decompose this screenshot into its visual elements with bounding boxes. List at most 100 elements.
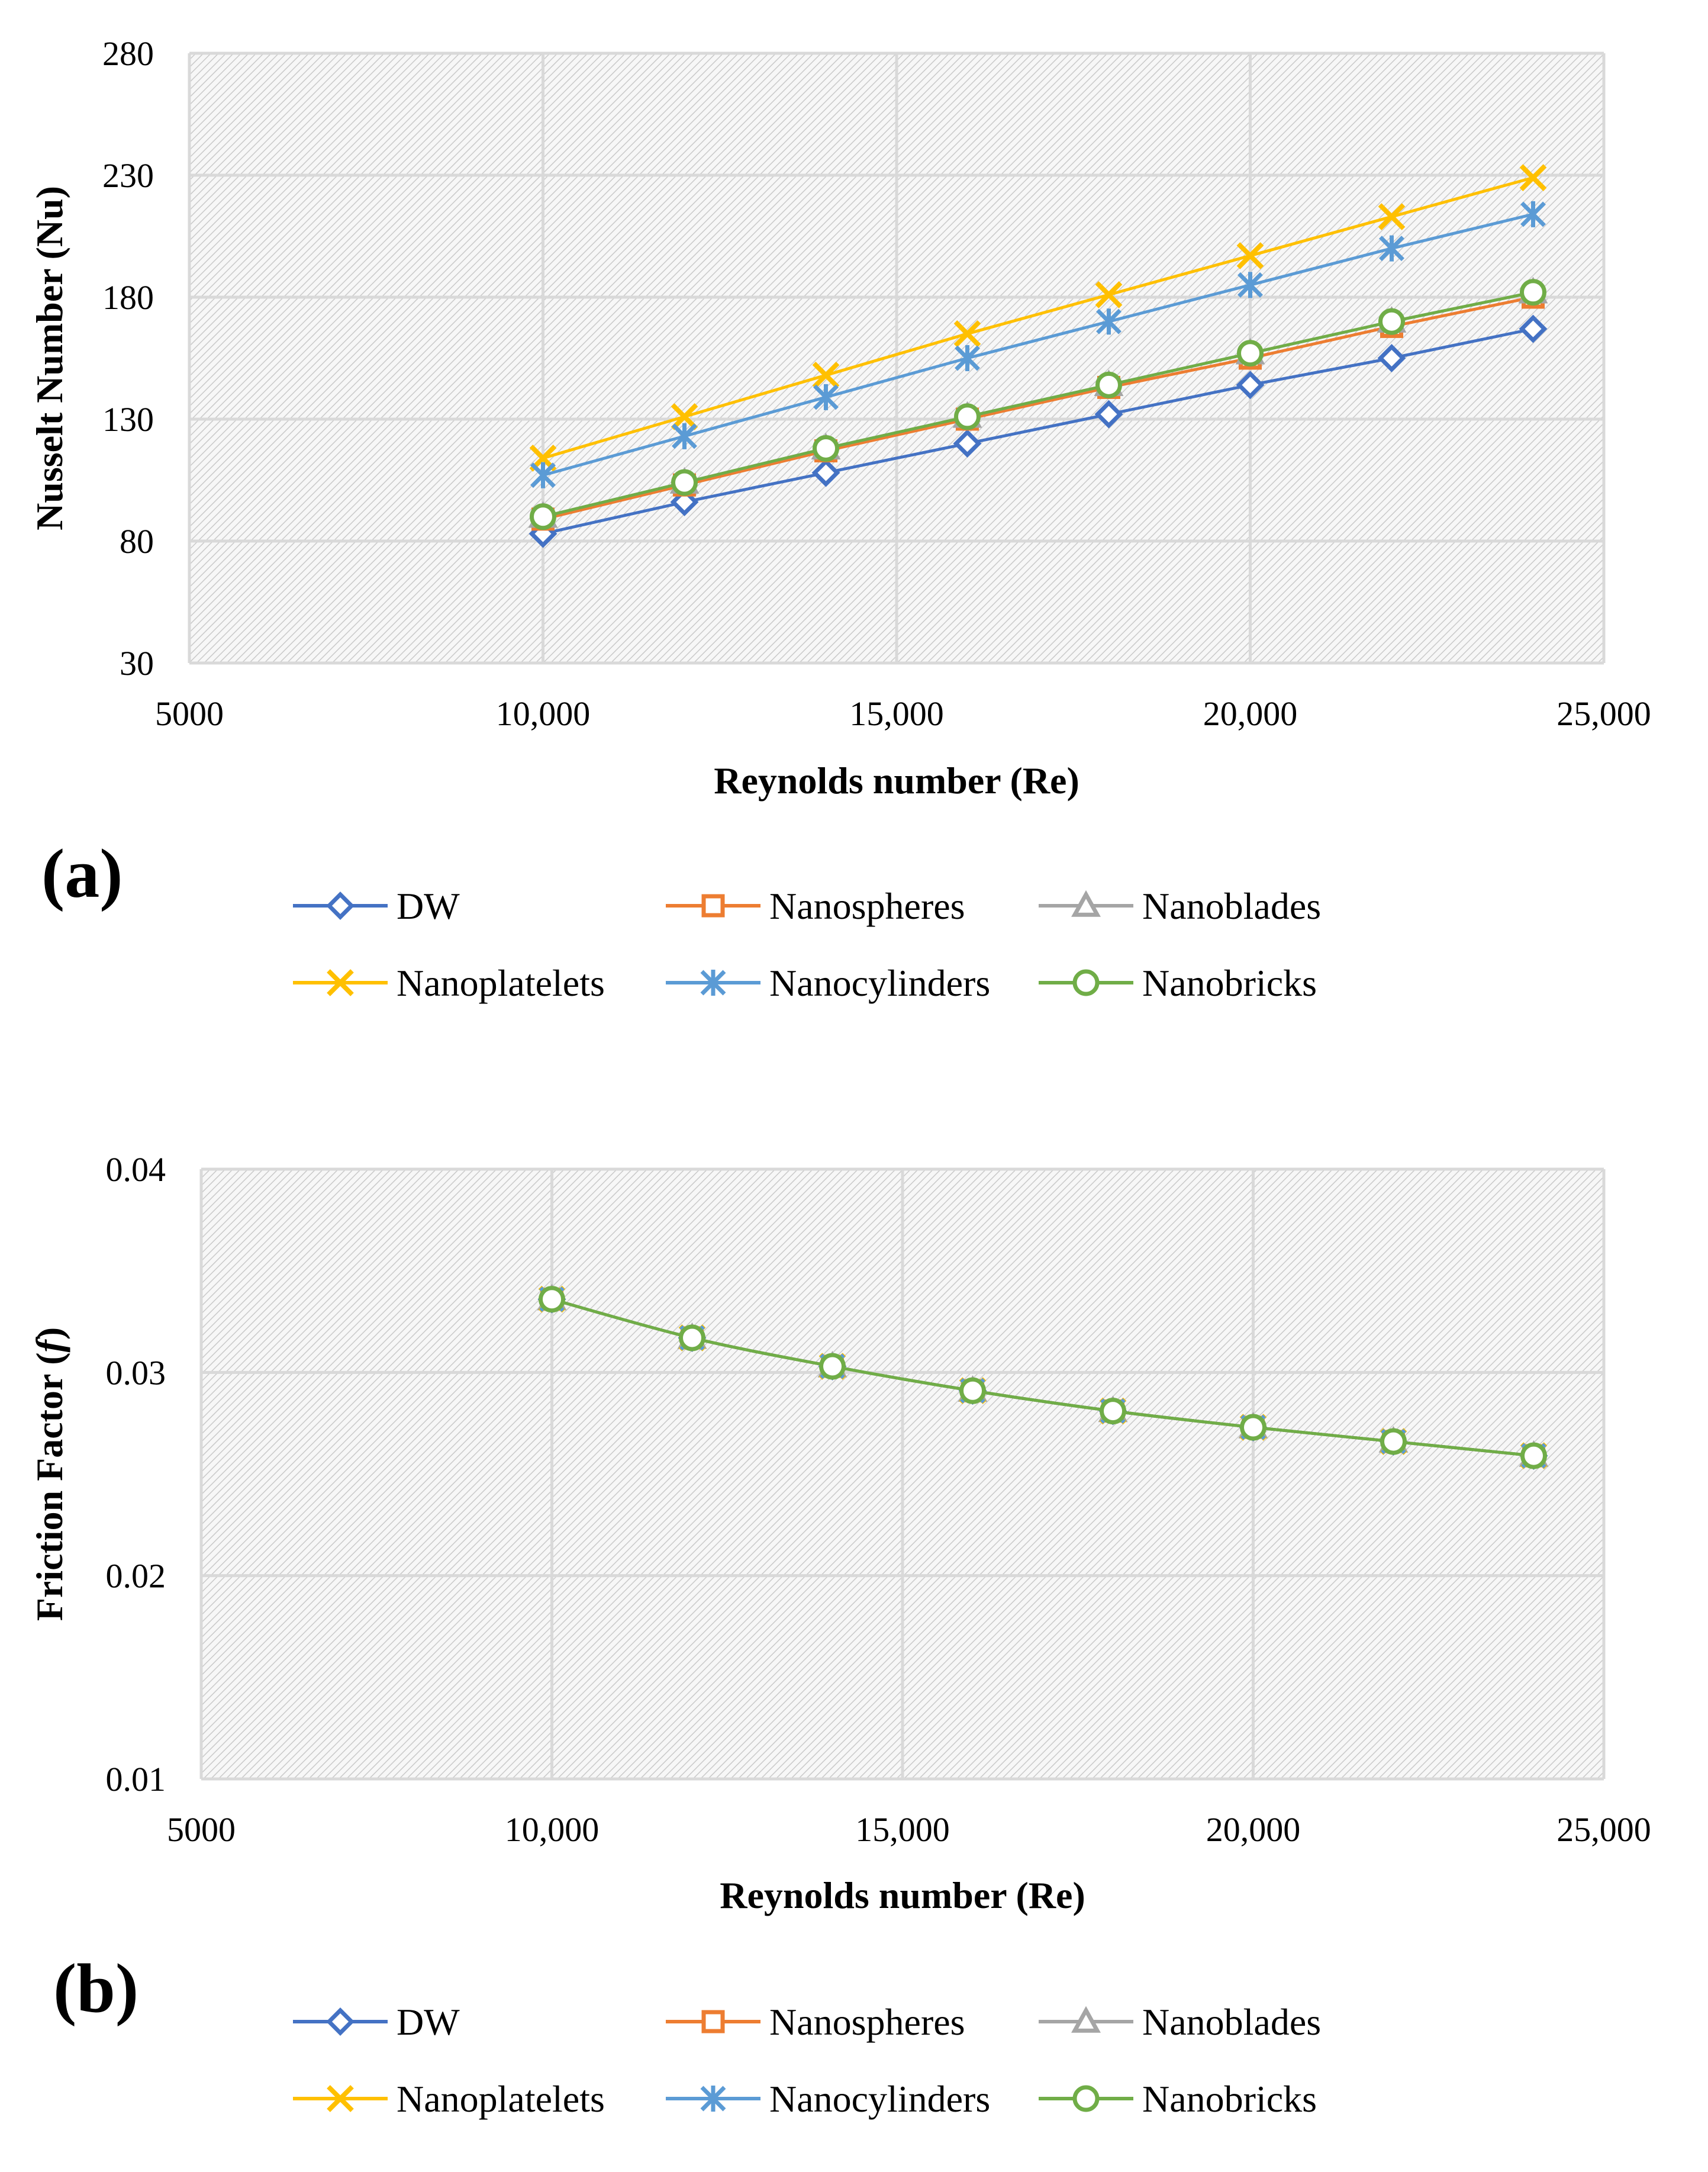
y-axis-title-a: Nusselt Number (Nu) [28,186,70,530]
panel-label-b: (b) [53,1949,138,2027]
y-axis-title-b-close: ) [28,1327,70,1340]
legend-marker-nanospheres [701,2010,725,2033]
y-ticks-b: 0.01 0.02 0.03 0.04 [106,1150,166,1798]
point-dw [1094,400,1123,429]
x-ticks-b: 5000 10,000 15,000 20,000 25,000 [167,1810,1651,1849]
y-tick-label: 280 [102,34,154,73]
point-nanobricks [1378,308,1405,335]
legend-item-nanobricks: Nanobricks [1039,962,1317,1004]
point-dw [1377,344,1406,372]
panel-label-a: (a) [41,835,123,912]
x-ticks-a: 5000 10,000 15,000 20,000 25,000 [155,694,1651,733]
legend-item-nanoblades: Nanoblades [1039,885,1321,927]
legend-label-nanospheres: Nanospheres [769,2001,965,2043]
x-tick-label: 20,000 [1203,694,1298,733]
legend-marker-nanobricks [1072,2085,1100,2112]
x-tick-label: 5000 [155,694,224,733]
point-nanobricks [819,1353,846,1380]
y-tick-label: 80 [120,522,154,561]
legend-label-dw: DW [397,2001,460,2043]
legend-item-nanospheres: Nanospheres [666,885,965,927]
point-nanobricks [679,1324,705,1352]
point-nanobricks [530,503,556,530]
point-nanobricks [671,469,698,496]
x-tick-label: 15,000 [849,694,944,733]
series-b [537,1283,1549,1470]
point-nanoplatelets [953,320,981,347]
y-tick-label: 30 [120,644,154,683]
point-nanocylinders [1096,308,1122,335]
legend-label-nanocylinders: Nanocylinders [769,2078,990,2120]
line-dw [542,327,1534,536]
friction-chart: 0.01 0.02 0.03 0.04 5000 10,000 15,000 20,000 2… [28,1150,1651,2120]
series-nanobricks [539,1286,1547,1469]
series-a [528,164,1548,548]
x-axis-title-b: Reynolds number (Re) [720,1874,1085,1916]
x-tick-label: 10,000 [496,694,591,733]
legend-item-nanobricks: Nanobricks [1039,2078,1317,2120]
point-nanoplatelets [1378,203,1406,230]
line-nanocylinders [542,213,1534,477]
legend-marker-dw [326,2007,355,2036]
point-nanocylinders [1238,272,1263,298]
point-nanobricks [813,435,839,462]
y-tick-label: 130 [102,400,154,439]
legend-b: DW Nanospheres Nanoblades Nanoplatelets Nano… [293,2001,1321,2120]
x-axis-title-a: Reynolds number (Re) [714,760,1079,802]
point-nanobricks [1095,371,1122,398]
point-nanoplatelets [1519,164,1547,191]
x-tick-label: 20,000 [1206,1810,1301,1849]
legend-item-nanocylinders: Nanocylinders [666,2078,990,2120]
point-dw [811,458,840,487]
y-tick-label: 180 [102,278,154,317]
legend-marker-nanospheres [701,894,725,918]
point-dw [1519,314,1548,343]
legend-label-nanoplatelets: Nanoplatelets [397,2078,605,2120]
y-axis-title-b: Friction Factor (f) [28,1327,70,1621]
x-tick-label: 5000 [167,1810,236,1849]
legend-marker-nanoblades [1071,890,1101,917]
point-nanobricks [1520,279,1546,306]
series-nanoplatelets [529,164,1547,472]
legend-item-nanoblades: Nanoblades [1039,2001,1321,2043]
legend-marker-nanobricks [1072,969,1100,996]
point-nanocylinders [1520,201,1546,227]
y-tick-label: 230 [102,156,154,195]
legend-marker-dw [326,892,355,920]
point-nanocylinders [672,423,697,449]
series-nanobricks [530,279,1546,530]
point-nanoplatelets [671,403,698,430]
point-nanobricks [539,1286,565,1313]
legend-marker-nanoblades [1071,2006,1101,2033]
legend-label-nanospheres: Nanospheres [769,885,965,927]
y-tick-label: 0.03 [106,1353,166,1392]
legend-item-nanoplatelets: Nanoplatelets [293,2078,605,2120]
x-tick-label: 10,000 [505,1810,600,1849]
point-nanobricks [954,403,981,430]
legend-label-nanobricks: Nanobricks [1142,2078,1317,2120]
point-nanocylinders [955,345,980,371]
line-nanospheres [542,295,1534,521]
legend-marker-nanocylinders [700,2086,726,2112]
y-axis-title-b-main: Friction Factor ( [28,1352,70,1621]
legend-label-nanoblades: Nanoblades [1142,885,1321,927]
y-tick-label: 0.04 [106,1150,166,1189]
point-dw [953,429,982,458]
legend-label-nanoplatelets: Nanoplatelets [397,962,605,1004]
legend-label-dw: DW [397,885,460,927]
point-nanobricks [1100,1398,1126,1425]
line-nanobricks [551,1298,1534,1457]
line-nanoplatelets [542,176,1534,460]
point-nanocylinders [813,384,839,410]
point-nanobricks [959,1377,986,1404]
point-nanoplatelets [1236,242,1264,269]
legend-label-nanoblades: Nanoblades [1142,2001,1321,2043]
point-nanoplatelets [1095,281,1123,308]
point-nanocylinders [530,462,556,488]
legend-label-nanocylinders: Nanocylinders [769,962,990,1004]
series-nanocylinders [530,201,1546,488]
legend-marker-nanoplatelets [327,2085,354,2112]
y-tick-label: 0.01 [106,1760,166,1798]
point-nanobricks [1240,1414,1267,1441]
